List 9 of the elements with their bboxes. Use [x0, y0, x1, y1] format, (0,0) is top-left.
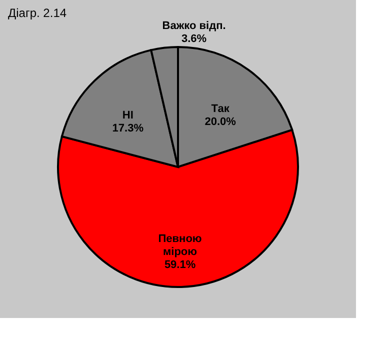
- chart-title: Діагр. 2.14: [8, 6, 67, 20]
- data-label: 3.6%: [181, 32, 207, 45]
- slice-label: НІ: [122, 109, 134, 122]
- data-label: 20.0%: [204, 116, 236, 128]
- slice-label: Важко відп.: [162, 20, 226, 32]
- slice-label: Певною мірою: [158, 232, 202, 258]
- data-label: 17.3%: [112, 122, 144, 134]
- slice-label: Так: [211, 102, 230, 115]
- data-label: 59.1%: [164, 258, 196, 271]
